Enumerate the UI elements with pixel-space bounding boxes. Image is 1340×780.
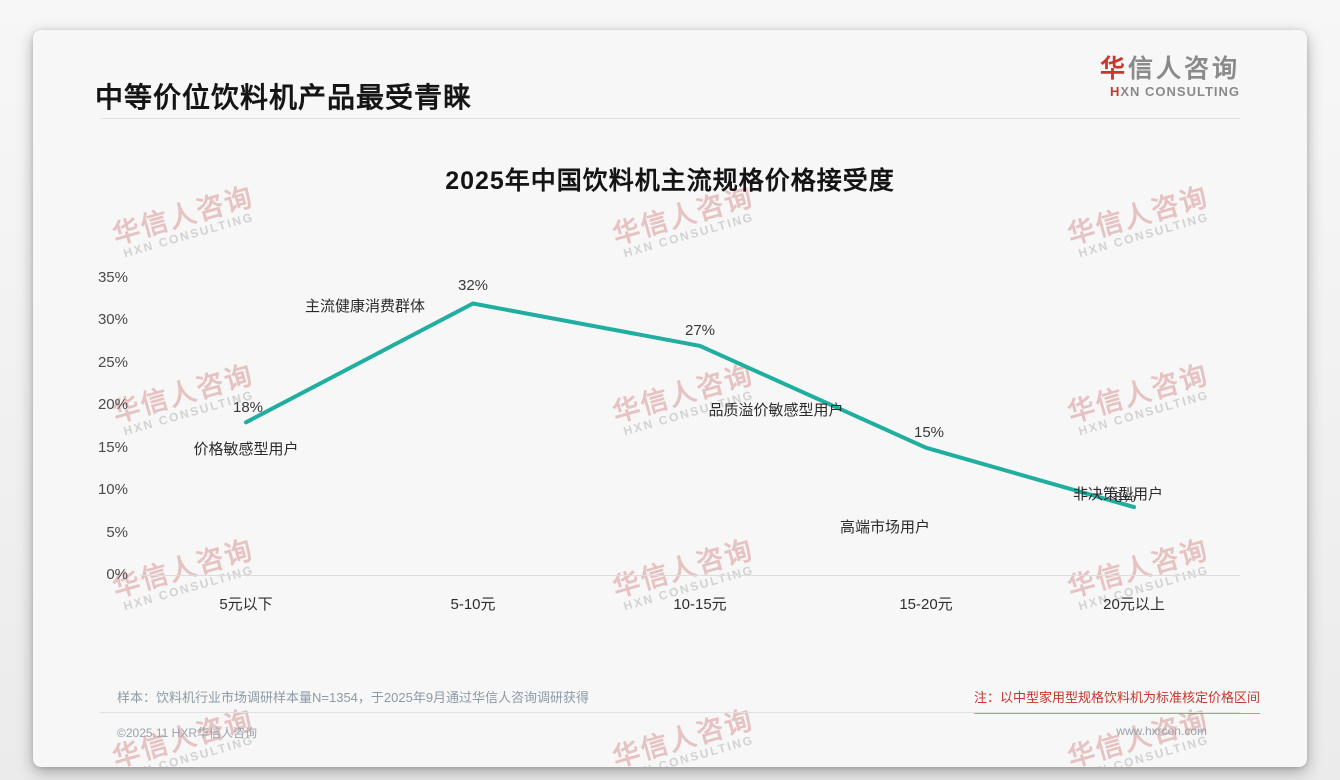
sample-note: 样本：饮料机行业市场调研样本量N=1354，于2025年9月通过华信人咨询调研获… (117, 690, 590, 705)
x-category-label: 5元以下 (219, 596, 273, 613)
header-divider (100, 118, 1240, 119)
y-tick-label: 20% (97, 396, 128, 414)
x-category-label: 15-20元 (899, 596, 953, 613)
x-axis-line (140, 575, 1240, 576)
y-tick-label: 5% (106, 523, 128, 541)
logo-en-accent: H (1109, 83, 1121, 99)
logo-en-rest: XN CONSULTING (1120, 83, 1240, 99)
segment-annotation: 主流健康消费群体 (304, 298, 426, 315)
y-tick-label: 30% (97, 311, 128, 329)
data-value-label: 32% (457, 277, 489, 295)
segment-annotation: 品质溢价敏感型用户 (708, 402, 844, 419)
copyright-text: ©2025.11 HXR华信人咨询 (117, 726, 257, 740)
footer-divider (100, 712, 1240, 713)
y-tick-label: 15% (97, 438, 128, 456)
content-layer: 中等价位饮料机产品最受青睐 华信人咨询 HXN CONSULTING 2025年… (33, 30, 1307, 767)
x-category-label: 5-10元 (450, 596, 496, 613)
report-card: 华信人咨询 HXN CONSULTING 华信人咨询 HXN CONSULTING 华信… (33, 30, 1307, 767)
logo-zh-rest: 信人咨询 (1127, 55, 1240, 83)
y-tick-label: 25% (97, 353, 128, 371)
logo-chinese-text: 华信人咨询 (1099, 55, 1240, 84)
data-value-label: 27% (684, 321, 716, 339)
y-tick-label: 0% (106, 566, 128, 583)
logo-english-text: HXN CONSULTING (1100, 84, 1240, 99)
chart-title: 2025年中国饮料机主流规格价格接受度 (445, 167, 895, 195)
logo-zh-accent: 华 (1099, 55, 1128, 83)
page-title: 中等价位饮料机产品最受青睐 (95, 82, 473, 113)
x-category-label: 10-15元 (673, 596, 727, 613)
segment-annotation: 高端市场用户 (839, 519, 931, 536)
website-url: www.hxrcon.com (1116, 724, 1207, 738)
company-logo: 华信人咨询 HXN CONSULTING (1099, 55, 1240, 99)
data-value-label: 15% (913, 423, 945, 441)
data-value-label: 18% (232, 399, 264, 417)
segment-annotation: 价格敏感型用户 (193, 441, 299, 458)
y-tick-label: 10% (97, 481, 128, 499)
data-value-label: 8% (1114, 489, 1136, 507)
line-chart (244, 301, 1136, 510)
x-category-label: 20元以上 (1103, 596, 1165, 613)
price-note: 注：以中型家用型规格饮料机为标准核定价格区间 (973, 687, 1260, 714)
y-tick-label: 35% (97, 269, 128, 286)
segment-annotation: 非决策型用户 (1072, 486, 1164, 503)
